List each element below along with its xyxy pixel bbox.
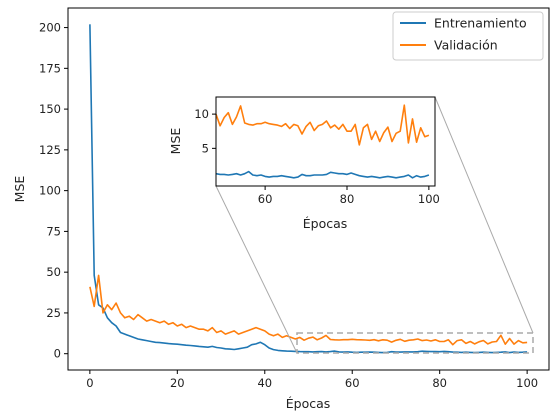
inset-x-tick-label: 60 <box>258 192 273 206</box>
zoom-connector-right <box>434 96 534 334</box>
inset-axes-ticks: 60 80 100 5 10 <box>194 107 439 206</box>
x-tick-label: 100 <box>516 376 538 390</box>
main-series-group <box>89 24 528 354</box>
x-axis-label: Épocas <box>286 396 331 411</box>
y-axis-label: MSE <box>12 176 27 203</box>
y-tick-label: 100 <box>39 184 61 198</box>
zoom-connector-left <box>215 185 298 354</box>
x-tick-label: 20 <box>170 376 185 390</box>
x-tick-label: 40 <box>257 376 272 390</box>
inset-y-tick-label: 10 <box>194 107 209 121</box>
y-tick-label: 50 <box>46 265 61 279</box>
inset-series-line-val <box>215 104 430 146</box>
y-tick-label: 25 <box>46 306 61 320</box>
y-tick-label: 75 <box>46 224 61 238</box>
inset-x-tick-label: 100 <box>418 192 440 206</box>
y-tick-label: 0 <box>54 347 61 361</box>
main-plot-frame <box>67 7 550 371</box>
legend-label-val: Validación <box>434 38 498 53</box>
x-tick-label: 0 <box>86 376 93 390</box>
zoom-region-box <box>296 332 534 354</box>
inset-series-line-train <box>215 170 430 179</box>
series-line-val <box>89 274 528 346</box>
x-tick-label: 60 <box>345 376 360 390</box>
inset-x-tick-label: 80 <box>340 192 355 206</box>
inset-y-axis-label: MSE <box>168 128 183 155</box>
inset-x-axis-label: Épocas <box>303 216 348 231</box>
y-tick-label: 125 <box>39 143 61 157</box>
main-axes-ticks: 0 20 40 60 80 100 0 25 50 75 100 125 150 175 200 <box>39 21 538 390</box>
legend: Entrenamiento Validación <box>392 11 544 61</box>
y-tick-label: 150 <box>39 102 61 116</box>
legend-label-train: Entrenamiento <box>434 16 527 31</box>
y-tick-label: 175 <box>39 61 61 75</box>
inset-plot-background <box>216 97 435 186</box>
inset-series-group <box>215 104 430 179</box>
inset-plot-frame <box>215 96 436 187</box>
series-line-train <box>89 24 528 354</box>
inset-y-tick-label: 5 <box>202 141 209 155</box>
x-tick-label: 80 <box>432 376 447 390</box>
y-tick-label: 200 <box>39 21 61 35</box>
legend-box <box>392 11 544 61</box>
